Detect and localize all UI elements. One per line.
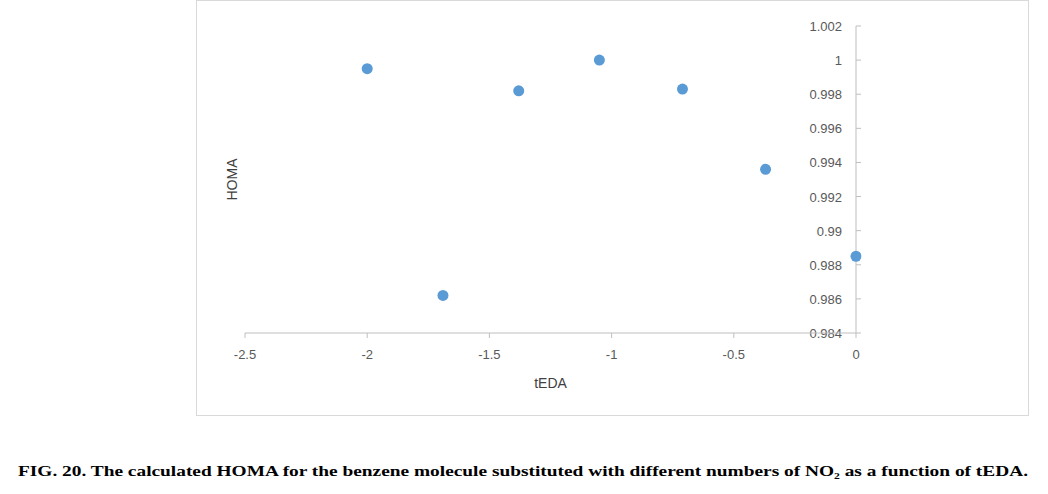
caption: FIG. 20. The calculated HOMA for the ben… xyxy=(18,462,1028,479)
y-tick xyxy=(856,94,861,95)
y-tick-label: 1 xyxy=(835,53,842,68)
x-tick-label: 0 xyxy=(852,347,859,362)
y-tick-label: 0.992 xyxy=(809,190,842,205)
y-tick xyxy=(856,162,861,163)
y-tick-label: 0.998 xyxy=(809,87,842,102)
x-axis-line xyxy=(245,333,856,334)
data-point xyxy=(677,84,688,95)
y-tick-label: 0.994 xyxy=(809,155,842,170)
data-point xyxy=(594,55,605,66)
x-tick xyxy=(245,333,246,338)
data-point xyxy=(851,251,862,262)
x-tick-label: -1 xyxy=(606,347,618,362)
y-tick xyxy=(856,60,861,61)
chart-svg: 0.9840.9860.9880.990.9920.9940.9960.9981… xyxy=(0,0,1048,494)
y-tick xyxy=(856,26,861,27)
chart-frame xyxy=(197,1,1029,416)
y-axis-title: HOMA xyxy=(224,158,240,201)
marks xyxy=(362,55,862,301)
x-tick-label: -0.5 xyxy=(723,347,745,362)
y-tick-label: 0.986 xyxy=(809,292,842,307)
y-tick-label: 0.996 xyxy=(809,121,842,136)
x-tick xyxy=(856,333,857,338)
y-tick xyxy=(856,196,861,197)
y-tick xyxy=(856,128,861,129)
x-tick-label: -2 xyxy=(361,347,373,362)
y-tick xyxy=(856,333,861,334)
y-tick xyxy=(856,230,861,231)
y-tick-label: 1.002 xyxy=(809,19,842,34)
y-axis-line xyxy=(856,26,857,333)
x-tick-label: -1.5 xyxy=(478,347,500,362)
x-tick-label: -2.5 xyxy=(234,347,256,362)
y-tick xyxy=(856,264,861,265)
x-tick xyxy=(367,333,368,338)
data-point xyxy=(437,290,448,301)
y-tick xyxy=(856,298,861,299)
y-tick-label: 0.99 xyxy=(817,224,842,239)
x-tick xyxy=(733,333,734,338)
chart-root: 0.9840.9860.9880.990.9920.9940.9960.9981… xyxy=(0,0,1048,494)
x-tick xyxy=(611,333,612,338)
data-point xyxy=(362,63,373,74)
x-tick xyxy=(489,333,490,338)
y-tick-label: 0.988 xyxy=(809,258,842,273)
data-point xyxy=(513,85,524,96)
x-axis-title: tEDA xyxy=(534,375,567,391)
data-point xyxy=(760,164,771,175)
